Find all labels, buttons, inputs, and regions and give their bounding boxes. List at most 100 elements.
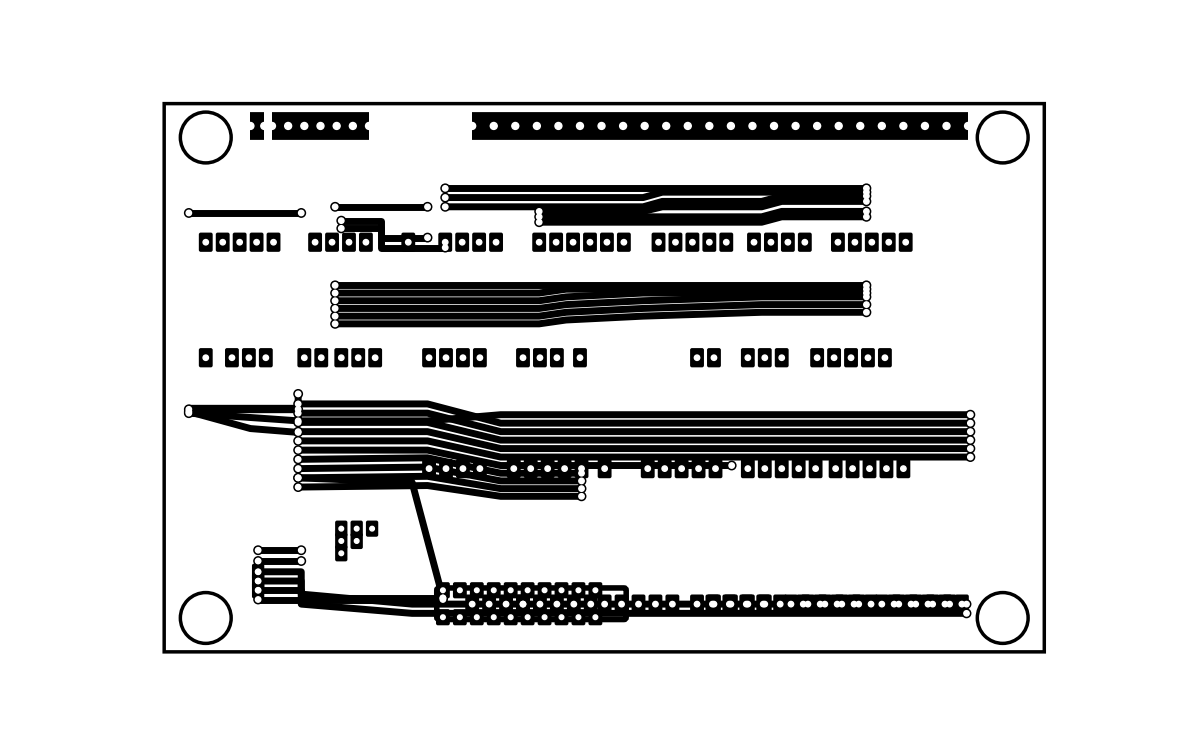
Circle shape (439, 594, 447, 602)
Circle shape (579, 494, 585, 499)
Circle shape (901, 466, 907, 471)
Circle shape (490, 123, 498, 129)
Circle shape (864, 290, 869, 295)
FancyBboxPatch shape (617, 233, 631, 252)
Circle shape (571, 601, 577, 607)
Circle shape (294, 446, 302, 454)
Circle shape (862, 308, 870, 316)
Circle shape (441, 243, 449, 252)
Circle shape (363, 239, 369, 245)
Circle shape (884, 466, 889, 471)
Circle shape (604, 239, 610, 245)
FancyBboxPatch shape (809, 459, 823, 478)
Circle shape (296, 485, 301, 490)
Circle shape (256, 579, 261, 583)
Circle shape (520, 601, 526, 607)
Circle shape (727, 462, 736, 470)
Circle shape (331, 281, 340, 289)
Circle shape (553, 239, 559, 245)
Circle shape (579, 470, 585, 476)
Circle shape (745, 355, 751, 361)
Circle shape (424, 235, 430, 240)
Circle shape (256, 588, 261, 592)
FancyBboxPatch shape (801, 595, 815, 614)
Circle shape (185, 409, 193, 417)
Circle shape (427, 355, 432, 361)
Circle shape (593, 588, 598, 592)
Circle shape (922, 123, 928, 129)
FancyBboxPatch shape (533, 595, 547, 614)
Circle shape (296, 420, 301, 425)
Circle shape (962, 609, 970, 618)
Circle shape (294, 399, 302, 408)
Circle shape (779, 466, 784, 471)
FancyBboxPatch shape (335, 533, 348, 549)
Circle shape (587, 239, 593, 245)
Circle shape (966, 453, 975, 462)
FancyBboxPatch shape (342, 233, 356, 252)
Circle shape (331, 312, 340, 320)
FancyBboxPatch shape (810, 348, 824, 367)
Circle shape (460, 355, 466, 361)
Circle shape (968, 429, 973, 435)
Circle shape (457, 615, 462, 619)
FancyBboxPatch shape (851, 595, 865, 614)
FancyBboxPatch shape (521, 582, 534, 598)
FancyBboxPatch shape (926, 595, 940, 614)
Circle shape (365, 123, 373, 129)
Circle shape (442, 245, 448, 251)
Circle shape (340, 539, 343, 543)
FancyBboxPatch shape (567, 595, 581, 614)
FancyBboxPatch shape (648, 595, 663, 614)
Circle shape (294, 437, 302, 445)
Circle shape (536, 209, 542, 214)
FancyBboxPatch shape (796, 595, 810, 614)
FancyBboxPatch shape (685, 233, 699, 252)
Circle shape (862, 281, 870, 289)
Circle shape (439, 594, 447, 602)
FancyBboxPatch shape (780, 233, 795, 252)
Circle shape (621, 239, 626, 245)
FancyBboxPatch shape (439, 459, 453, 478)
Circle shape (186, 411, 191, 416)
Circle shape (867, 466, 872, 471)
Circle shape (441, 193, 449, 202)
Circle shape (356, 355, 361, 361)
FancyBboxPatch shape (516, 595, 529, 614)
Circle shape (263, 355, 269, 361)
FancyBboxPatch shape (499, 595, 513, 614)
FancyBboxPatch shape (199, 233, 212, 252)
Circle shape (852, 239, 857, 245)
FancyBboxPatch shape (507, 459, 521, 478)
FancyBboxPatch shape (674, 459, 689, 478)
FancyBboxPatch shape (456, 459, 470, 478)
Circle shape (577, 123, 584, 129)
FancyBboxPatch shape (921, 595, 935, 614)
FancyBboxPatch shape (487, 582, 501, 598)
Circle shape (503, 601, 509, 607)
FancyBboxPatch shape (707, 348, 720, 367)
FancyBboxPatch shape (315, 348, 328, 367)
FancyBboxPatch shape (896, 459, 910, 478)
Circle shape (186, 407, 191, 412)
Circle shape (554, 355, 560, 361)
Circle shape (966, 444, 975, 453)
Circle shape (968, 454, 973, 460)
Circle shape (487, 601, 492, 607)
Circle shape (520, 355, 526, 361)
FancyBboxPatch shape (225, 348, 239, 367)
Circle shape (968, 446, 973, 451)
Circle shape (526, 615, 529, 619)
Circle shape (593, 615, 598, 619)
Circle shape (645, 466, 651, 471)
Circle shape (542, 615, 547, 619)
Circle shape (443, 466, 449, 471)
FancyBboxPatch shape (487, 609, 501, 625)
Circle shape (760, 601, 766, 607)
FancyBboxPatch shape (350, 521, 363, 537)
FancyBboxPatch shape (455, 233, 469, 252)
Circle shape (711, 601, 717, 607)
Circle shape (460, 239, 465, 245)
Circle shape (869, 239, 875, 245)
Circle shape (302, 355, 307, 361)
